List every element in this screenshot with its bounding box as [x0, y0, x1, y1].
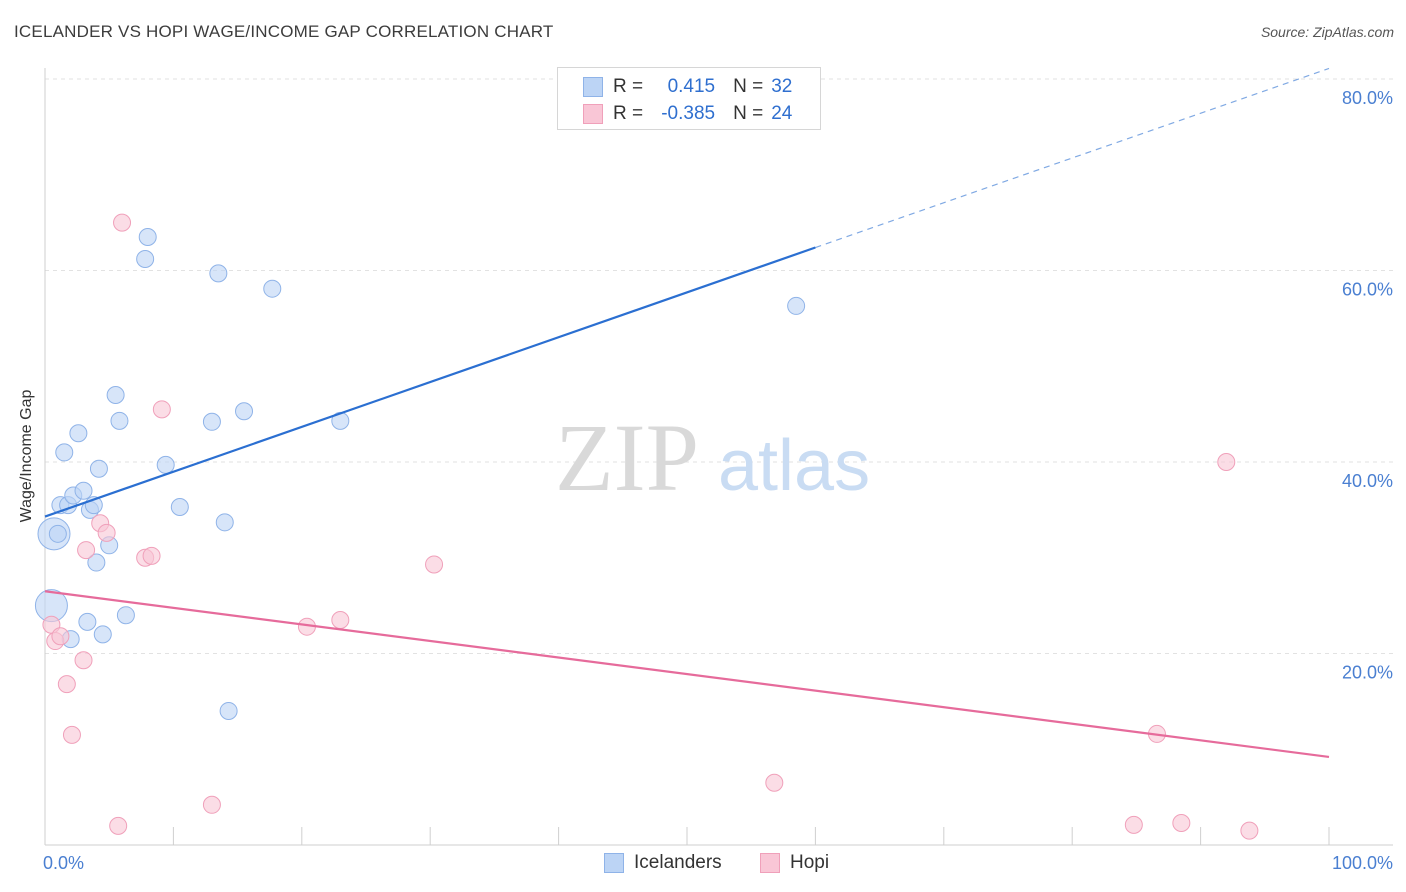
legend-item-hopi[interactable]: Hopi [760, 852, 829, 874]
icelanders-point [89, 459, 108, 478]
icelanders-trend-extension [815, 67, 1330, 249]
icelanders-point [78, 612, 97, 631]
icelanders-point [219, 701, 238, 720]
icelanders-point [170, 498, 189, 517]
y-tick-label: 80.0% [1342, 88, 1393, 108]
icelanders-point [787, 296, 806, 315]
hopi-point [331, 610, 350, 629]
grid-lines [45, 78, 1393, 654]
icelanders-point [235, 402, 254, 421]
hopi-legend-swatch [760, 853, 780, 873]
hopi-point [425, 555, 444, 574]
icelanders-swatch [583, 77, 603, 97]
icelanders-point [202, 412, 221, 431]
icelanders-trend-line [44, 246, 816, 518]
icelanders-point [263, 279, 282, 298]
stats-row-hopi: R = -0.385 N = 24 [558, 101, 792, 127]
x-tick-label: 100.0% [1332, 853, 1393, 873]
hopi-point [142, 546, 161, 565]
hopi-point [74, 651, 93, 670]
hopi-point [113, 213, 132, 232]
r-value: -0.385 [661, 103, 716, 124]
icelanders-point [87, 553, 106, 572]
hopi-point [109, 816, 128, 835]
watermark: ZIP atlas [555, 404, 870, 511]
icelanders-point [116, 606, 135, 625]
hopi-point [1240, 821, 1259, 840]
icelanders-point [136, 250, 155, 269]
stats-legend: R = 0.415 N = 32 R = -0.385 N = 24 [557, 67, 821, 130]
r-label: R = [613, 103, 644, 124]
n-value: 24 [771, 103, 793, 124]
hopi-point [51, 627, 70, 646]
watermark-atlas: atlas [718, 426, 870, 506]
icelanders-point [215, 513, 234, 532]
axes [44, 68, 1393, 846]
hopi-point [202, 795, 221, 814]
icelanders-point [48, 524, 67, 543]
y-tick-label: 40.0% [1342, 471, 1393, 491]
icelanders-point [110, 411, 129, 430]
r-value: 0.415 [667, 76, 716, 97]
n-label: N = [733, 76, 764, 97]
n-label: N = [733, 103, 764, 124]
legend-label-icelanders: Icelanders [634, 852, 722, 873]
hopi-point [765, 773, 784, 792]
hopi-point [77, 541, 96, 560]
x-tick-label: 0.0% [43, 853, 84, 873]
hopi-point [62, 725, 81, 744]
data-points [34, 213, 1259, 840]
y-tick-label: 20.0% [1342, 663, 1393, 683]
legend-item-icelanders[interactable]: Icelanders [604, 852, 722, 874]
icelanders-point [138, 227, 157, 246]
hopi-point [57, 675, 76, 694]
icelanders-point [69, 424, 88, 443]
icelanders-point [209, 264, 228, 283]
stats-row-icelanders: R = 0.415 N = 32 [558, 74, 792, 100]
y-tick-label: 60.0% [1342, 280, 1393, 300]
hopi-swatch [583, 104, 603, 124]
series-legend: Icelanders Hopi [0, 850, 1406, 878]
n-value: 32 [771, 76, 793, 97]
hopi-point [97, 523, 116, 542]
hopi-point [1124, 815, 1143, 834]
hopi-point [152, 400, 171, 419]
icelanders-point [55, 443, 74, 462]
chart-title: ICELANDER VS HOPI WAGE/INCOME GAP CORREL… [14, 22, 554, 41]
hopi-point [1217, 453, 1236, 471]
tick-labels: 20.0% 40.0% 60.0% 80.0% 0.0% 100.0% [43, 88, 1393, 873]
icelanders-point [156, 455, 175, 474]
trend-lines [44, 67, 1330, 759]
icelanders-legend-swatch [604, 853, 624, 873]
watermark-zip: ZIP [555, 404, 699, 511]
icelanders-point [93, 625, 112, 644]
hopi-point [1172, 813, 1191, 832]
source-label: Source: ZipAtlas.com [1260, 24, 1394, 40]
r-label: R = [613, 76, 644, 97]
legend-label-hopi: Hopi [790, 852, 830, 873]
icelanders-point [106, 385, 125, 404]
icelanders-point [74, 481, 93, 500]
hopi-trend-line [44, 590, 1330, 759]
